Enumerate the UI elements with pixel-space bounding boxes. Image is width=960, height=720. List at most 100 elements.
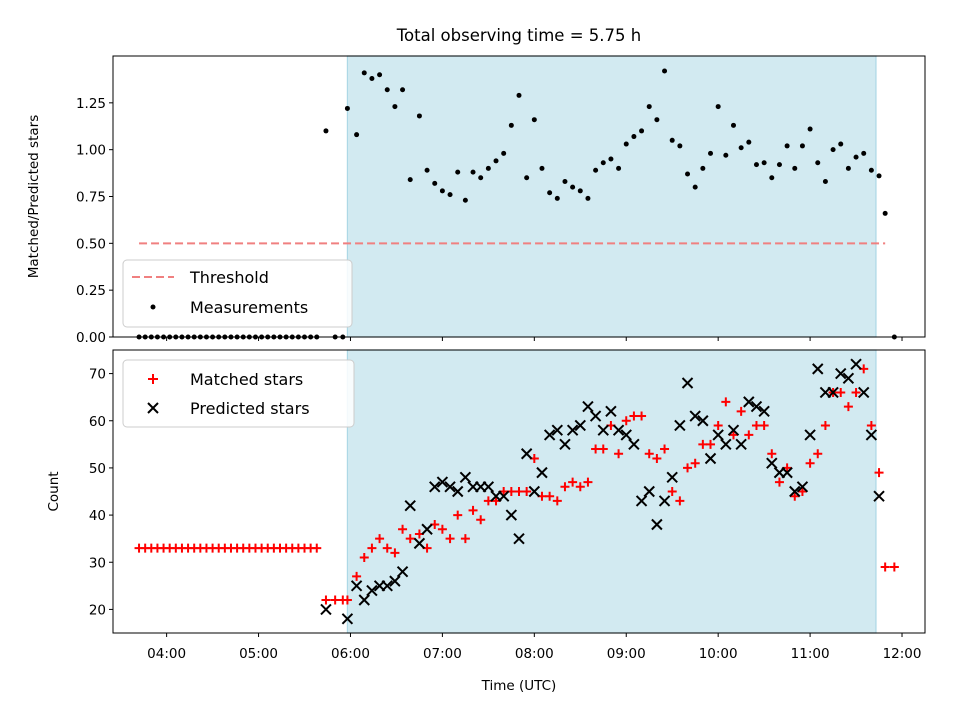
measurement-point: [616, 165, 622, 171]
matched-star-point: [820, 420, 830, 430]
matched-star-point: [375, 534, 385, 544]
matched-star-point: [312, 543, 322, 553]
observing-window-shade: [346, 55, 877, 338]
predicted-star-point: [605, 405, 617, 418]
y-tick-label: 0.25: [76, 283, 106, 299]
measurement-point: [593, 167, 599, 173]
measurement-point: [462, 197, 468, 203]
y-tick-label: 40: [89, 508, 106, 524]
matched-star-point: [575, 482, 585, 492]
measurement-point: [416, 113, 422, 119]
measurement-point: [577, 188, 583, 194]
x-tick-label: 09:00: [607, 646, 646, 662]
measurement-point: [708, 150, 714, 156]
matched-star-point: [614, 449, 624, 459]
matched-star-point: [836, 387, 846, 397]
predicted-star-point: [497, 490, 510, 502]
x-tick-label: 07:00: [423, 646, 462, 662]
predicted-star-point: [413, 537, 426, 550]
matched-star-point: [552, 496, 562, 506]
legend-predicted-label: Predicted stars: [190, 399, 310, 418]
predicted-star-point: [643, 485, 655, 498]
matched-star-point: [359, 553, 369, 563]
measurement-point: [439, 188, 445, 194]
measurement-point: [501, 150, 507, 156]
matched-star-point: [598, 444, 608, 454]
predicted-star-point: [766, 457, 778, 469]
matched-star-point: [352, 571, 362, 581]
measurement-point: [776, 162, 782, 168]
measurement-point: [876, 173, 882, 179]
measurement-point: [861, 150, 867, 156]
matched-star-point: [698, 439, 708, 449]
count-panel: 20 30 40 50 60 70 04:00 05:00 06:00 07:00 08:00 09…: [46, 349, 926, 694]
ratio-y-ticks: 0.00 0.25 0.50 0.75 1.00 1.25: [76, 96, 113, 346]
measurement-point: [547, 190, 553, 196]
predicted-star-point: [620, 429, 632, 441]
matched-star-point: [790, 491, 800, 501]
y-tick-label: 0.00: [76, 330, 106, 346]
matched-star-point: [629, 411, 639, 421]
matched-star-point: [736, 406, 746, 416]
measurement-point: [730, 122, 736, 128]
predicted-star-point: [482, 481, 495, 493]
measurement-point: [570, 184, 576, 190]
figure-title: Total observing time = 5.75 h: [396, 26, 641, 45]
matched-star-point: [560, 482, 570, 492]
x-tick-label: 11:00: [791, 646, 830, 662]
predicted-star-point: [528, 485, 541, 498]
measurement-point: [830, 147, 836, 153]
predicted-star-point: [404, 499, 416, 512]
measurement-point: [531, 117, 537, 123]
measurement-point: [646, 104, 652, 110]
matched-star-point: [545, 491, 555, 501]
measurement-point: [700, 165, 706, 171]
predicted-star-point: [320, 603, 332, 616]
count-legend: Matched stars Predicted stars: [122, 359, 355, 428]
measurement-point: [677, 143, 683, 149]
measurement-point: [692, 184, 698, 190]
matched-star-point: [652, 453, 662, 463]
measurement-point: [554, 195, 560, 201]
measurement-point: [608, 156, 614, 162]
measurement-point: [323, 128, 329, 134]
matched-star-point: [321, 595, 331, 605]
matched-star-point: [880, 562, 890, 572]
y-tick-label: 30: [89, 555, 106, 571]
predicted-star-point: [381, 580, 393, 592]
predicted-star-point: [366, 584, 378, 597]
matched-star-point: [874, 468, 884, 478]
measurement-point: [654, 117, 660, 123]
count-points: [134, 358, 899, 625]
predicted-star-point: [520, 448, 533, 460]
y-tick-label: 20: [89, 602, 106, 618]
legend-matched-swatch: [148, 374, 158, 384]
x-tick-label: 05:00: [239, 646, 278, 662]
predicted-star-point: [566, 424, 579, 436]
predicted-star-point: [865, 429, 878, 441]
predicted-star-point: [704, 452, 717, 465]
x-tick-label: 08:00: [515, 646, 554, 662]
predicted-star-point: [429, 481, 441, 493]
x-tick-label: 04:00: [147, 646, 186, 662]
matched-star-point: [690, 458, 700, 468]
measurement-point: [845, 165, 851, 171]
measurement-point: [585, 195, 591, 201]
matched-star-point: [453, 510, 463, 520]
predicted-star-point: [628, 438, 640, 451]
count-x-ticks: 04:00 05:00 06:00 07:00 08:00 09:00 10:00 11:00…: [147, 633, 921, 662]
predicted-star-point: [758, 405, 770, 418]
predicted-star-point: [444, 481, 456, 493]
matched-star-point: [774, 477, 784, 487]
matched-star-point: [621, 416, 631, 426]
matched-star-point: [405, 534, 415, 544]
measurement-point: [815, 160, 821, 166]
predicted-star-point: [551, 424, 564, 436]
predicted-star-point: [735, 438, 747, 451]
matched-star-point: [797, 487, 807, 496]
predicted-star-point: [658, 495, 671, 507]
matched-star-point: [568, 477, 578, 487]
measurement-point: [623, 141, 629, 147]
predicted-star-point: [436, 476, 449, 488]
